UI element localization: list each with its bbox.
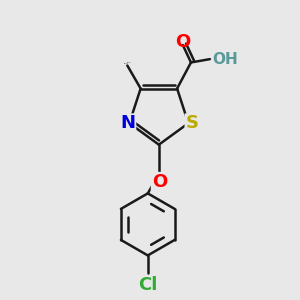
Text: S: S bbox=[185, 114, 198, 132]
Text: O: O bbox=[152, 173, 167, 191]
Text: N: N bbox=[120, 114, 135, 132]
Text: methyl: methyl bbox=[127, 61, 132, 63]
Text: O: O bbox=[175, 33, 190, 51]
Text: methyl: methyl bbox=[123, 62, 128, 64]
Text: OH: OH bbox=[212, 52, 238, 67]
Text: Cl: Cl bbox=[138, 276, 158, 294]
